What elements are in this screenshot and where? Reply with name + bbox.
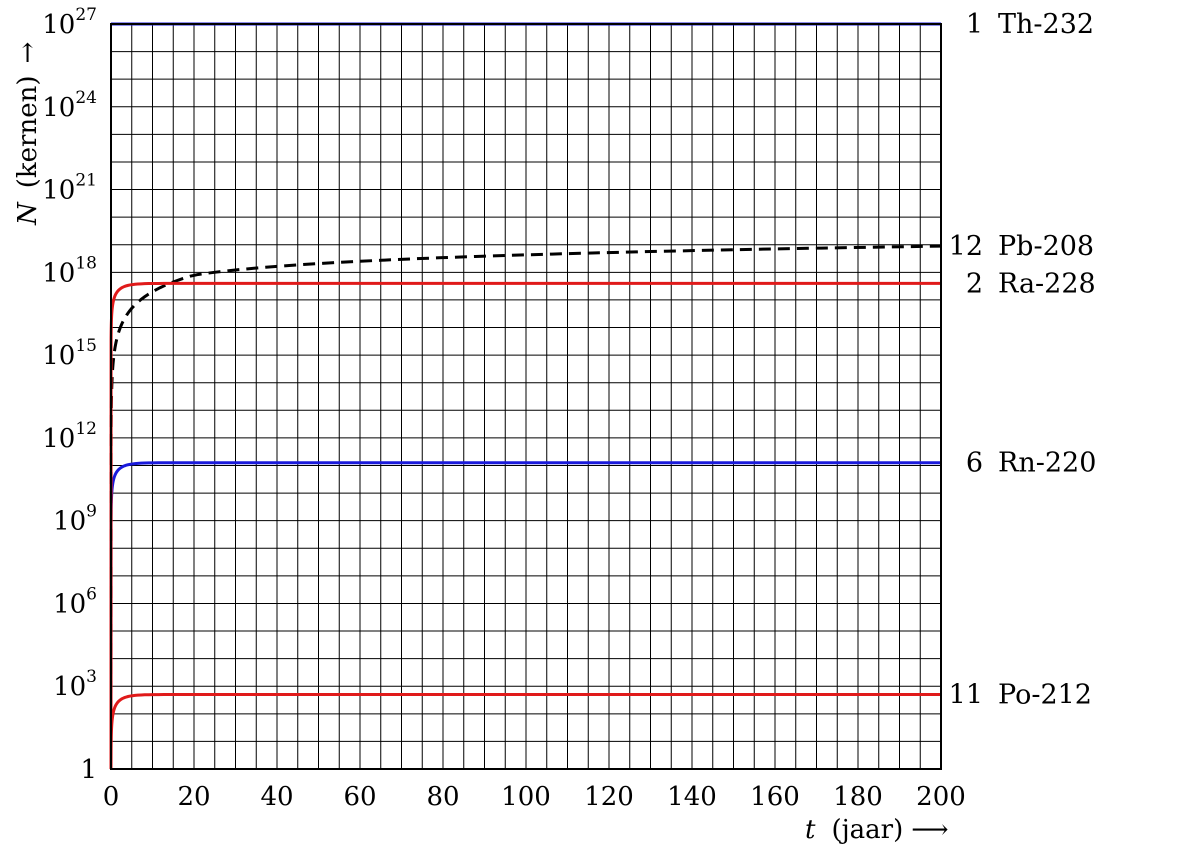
y-tick-label: 1024 [42,88,97,123]
y-axis-label: N (kernen) → [13,42,43,226]
x-tick-label: 0 [103,782,120,812]
series-labels: 1 Th-232 12 Pb-208 2 Ra-228 6 Rn-220 11 Po-212 [949,9,1097,711]
x-tick-label: 20 [177,782,210,812]
x-axis-label: t (jaar) ⟶ [805,815,949,845]
x-tick-label: 180 [833,782,883,812]
y-axis-arrow: → [13,42,43,64]
x-tick-label: 80 [426,782,459,812]
y-tick-label: 1021 [42,171,97,206]
x-tick-label: 100 [501,782,551,812]
series-label-name-4: Po-212 [998,680,1092,711]
series-label-4: 11 [949,680,983,711]
x-tick-label: 140 [667,782,717,812]
series-label-0: 1 [966,9,983,40]
y-axis-symbol: N [13,201,43,226]
x-tick-labels: 0 20 40 60 80 100 120 140 160 180 200 [103,782,966,812]
y-tick-labels: 1 103 106 109 1012 1015 1018 1021 1024 1027 [42,5,97,785]
y-axis-unit: (kernen) [13,76,43,189]
chart-grid [110,23,942,770]
series-label-name-2: Ra-228 [998,268,1096,299]
x-tick-label: 200 [916,782,966,812]
series-label-1: 12 [949,231,983,262]
x-tick-label: 120 [584,782,634,812]
y-tick-label: 1 [80,755,97,785]
y-tick-label: 1015 [42,336,97,371]
y-tick-label: 1012 [42,419,97,454]
x-axis-arrow: ⟶ [911,815,948,845]
x-axis-symbol: t [805,815,816,845]
y-tick-label: 103 [53,667,97,702]
series-label-name-0: Th-232 [998,9,1094,40]
x-tick-label: 60 [343,782,376,812]
y-tick-label: 106 [53,584,97,619]
series-label-name-1: Pb-208 [998,231,1094,262]
y-tick-label: 1018 [42,253,97,288]
series-label-3: 6 [966,448,983,479]
x-axis-unit: (jaar) [831,815,903,845]
series-label-name-3: Rn-220 [998,448,1096,479]
x-tick-label: 40 [260,782,293,812]
x-tick-label: 160 [750,782,800,812]
y-tick-label: 1027 [42,5,97,40]
plot-frame [110,23,942,770]
y-tick-label: 109 [53,502,97,537]
series-label-2: 2 [966,268,983,299]
